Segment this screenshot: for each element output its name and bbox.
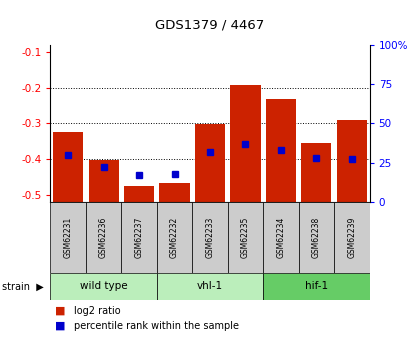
Text: GDS1379 / 4467: GDS1379 / 4467 — [155, 18, 265, 31]
Text: GSM62238: GSM62238 — [312, 217, 321, 258]
Bar — [157, 273, 263, 300]
Text: ■: ■ — [55, 306, 65, 315]
Bar — [89, 160, 119, 202]
Text: GSM62237: GSM62237 — [134, 217, 144, 258]
Bar — [53, 132, 83, 202]
Text: GSM62236: GSM62236 — [99, 217, 108, 258]
Text: vhl-1: vhl-1 — [197, 282, 223, 291]
Bar — [337, 120, 367, 202]
Text: GSM62232: GSM62232 — [170, 217, 179, 258]
Bar — [263, 202, 299, 273]
Text: GSM62235: GSM62235 — [241, 217, 250, 258]
Text: log2 ratio: log2 ratio — [74, 306, 120, 315]
Bar — [121, 202, 157, 273]
Text: ■: ■ — [55, 321, 65, 331]
Bar — [124, 186, 154, 202]
Bar — [195, 124, 225, 202]
Bar — [228, 202, 263, 273]
Bar — [192, 202, 228, 273]
Bar — [157, 202, 192, 273]
Bar — [231, 85, 260, 202]
Text: GSM62231: GSM62231 — [64, 217, 73, 258]
Bar — [86, 202, 121, 273]
Text: wild type: wild type — [80, 282, 127, 291]
Text: percentile rank within the sample: percentile rank within the sample — [74, 321, 239, 331]
Text: strain  ▶: strain ▶ — [2, 282, 44, 291]
Bar — [301, 143, 331, 202]
Text: GSM62239: GSM62239 — [347, 217, 356, 258]
Text: hif-1: hif-1 — [305, 282, 328, 291]
Text: GSM62234: GSM62234 — [276, 217, 286, 258]
Text: GSM62233: GSM62233 — [205, 217, 215, 258]
Bar — [299, 202, 334, 273]
Bar — [266, 99, 296, 202]
Bar — [334, 202, 370, 273]
Bar — [50, 273, 157, 300]
Bar — [160, 183, 189, 202]
Bar — [263, 273, 370, 300]
Bar — [50, 202, 86, 273]
